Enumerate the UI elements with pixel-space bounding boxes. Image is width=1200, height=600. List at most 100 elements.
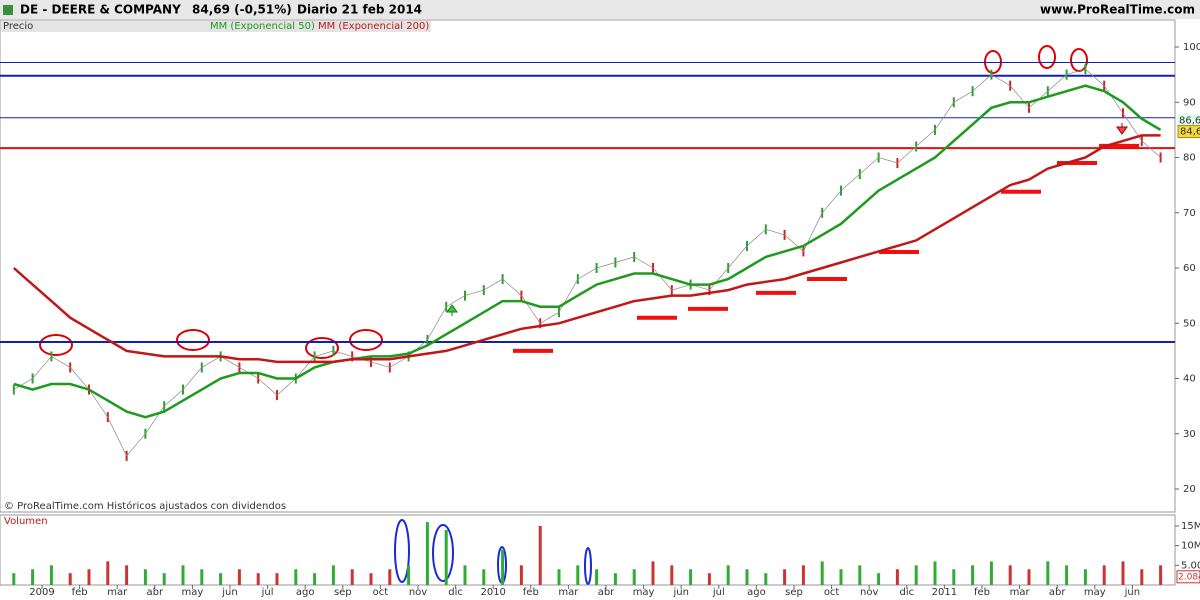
volume-bar (143, 569, 147, 585)
x-tick-label: jul (712, 587, 725, 598)
x-tick-label: jun (672, 587, 688, 598)
x-tick-label: jun (221, 587, 237, 598)
volume-bar (501, 549, 505, 585)
volume-bar (538, 526, 542, 585)
volume-last-box (1176, 570, 1200, 584)
legend-ema200: MM (Exponencial 200) (318, 21, 429, 32)
volume-tick-label: 15M (1181, 521, 1200, 532)
price-info: 84,69 (-0,51%) (192, 3, 292, 17)
volume-bar (670, 565, 674, 585)
volume-bar (745, 569, 749, 585)
price-panel (0, 19, 1176, 513)
volume-bar (444, 529, 448, 585)
y-tick-label: 100 (1183, 42, 1200, 53)
volume-bar (1008, 565, 1012, 585)
y-tick-label: 90 (1183, 97, 1196, 108)
y-tick-label: 80 (1183, 153, 1196, 164)
volume-bar (1121, 561, 1125, 585)
x-tick-label: mar (107, 587, 128, 598)
x-tick-label: sep (334, 587, 352, 598)
x-tick-label: oct (824, 587, 840, 598)
volume-bar (877, 573, 881, 585)
volume-bar (783, 569, 787, 585)
volume-tick-label: 5.000K (1181, 560, 1200, 571)
x-tick-label: may (1084, 587, 1106, 598)
volume-bar (407, 565, 411, 585)
annotation-circle (1038, 45, 1056, 69)
volume-bar (707, 573, 711, 585)
header-bar (0, 0, 1200, 19)
panel-label: Precio (3, 21, 33, 32)
x-tick-label: jul (261, 587, 274, 598)
volume-bar (895, 569, 899, 585)
legend-bar (1, 21, 431, 32)
volume-bar (1102, 565, 1106, 585)
y-tick-label: 60 (1183, 263, 1196, 274)
volume-bar (425, 522, 429, 585)
volume-bar (125, 565, 129, 585)
x-tick-label: abr (1049, 587, 1066, 598)
volume-bar (219, 573, 223, 585)
x-tick-label: ago (296, 587, 315, 598)
price-line (13, 68, 1161, 457)
volume-bar (989, 561, 993, 585)
moving-average (13, 84, 1162, 419)
annotation-circle (394, 519, 410, 583)
volume-bar (388, 569, 392, 585)
volume-bar (632, 569, 636, 585)
x-tick-label: feb (523, 587, 539, 598)
y-tick-label: 30 (1183, 429, 1196, 440)
volume-bar (952, 569, 956, 585)
volume-bar (313, 573, 317, 585)
volume-bar (726, 565, 730, 585)
volume-bar (1083, 569, 1087, 585)
x-tick-label: abr (147, 587, 164, 598)
volume-bar (331, 565, 335, 585)
x-tick-label: feb (72, 587, 88, 598)
volume-panel (0, 514, 1176, 586)
volume-bar (200, 569, 204, 585)
copyright: © ProRealTime.com Históricos ajustados c… (4, 500, 286, 512)
volume-bar (820, 561, 824, 585)
x-tick-label: may (633, 587, 655, 598)
volume-bar (12, 573, 16, 585)
volume-bar (31, 569, 35, 585)
legend-ema50: MM (Exponencial 50) (210, 21, 315, 32)
volume-bar (971, 565, 975, 585)
x-tick-label: nov (409, 587, 427, 598)
volume-tick-label: 10M (1181, 541, 1200, 552)
volume-bar (275, 573, 279, 585)
chart-title: DE - DEERE & COMPANY (20, 3, 181, 17)
volume-bar (350, 569, 354, 585)
volume-bar (181, 565, 185, 585)
y-tick-label: 70 (1183, 208, 1196, 219)
volume-bar (519, 565, 523, 585)
y-tick-label: 20 (1183, 484, 1196, 495)
x-tick-label: may (182, 587, 204, 598)
volume-bar (613, 573, 617, 585)
last-price-label: 84,69 (1180, 127, 1200, 138)
x-tick-label: ago (747, 587, 766, 598)
x-tick-label: 2011 (932, 587, 957, 598)
ema-last-box (1178, 114, 1200, 127)
volume-bar (162, 573, 166, 585)
volume-bar (839, 569, 843, 585)
volume-bar (1159, 565, 1163, 585)
volume-bar (801, 565, 805, 585)
up-arrow (446, 304, 458, 316)
annotation-circle (432, 524, 454, 582)
logo-icon (3, 5, 13, 15)
volume-bar (237, 569, 241, 585)
ema-last-label: 86,695 (1179, 116, 1200, 127)
volume-bar (595, 569, 599, 585)
volume-bar (256, 573, 260, 585)
x-tick-label: sep (785, 587, 803, 598)
x-tick-label: mar (558, 587, 579, 598)
volume-bar (576, 565, 580, 585)
moving-average (12, 134, 1161, 364)
volume-bar (764, 573, 768, 585)
volume-bar (49, 565, 53, 585)
volume-bar (651, 561, 655, 585)
